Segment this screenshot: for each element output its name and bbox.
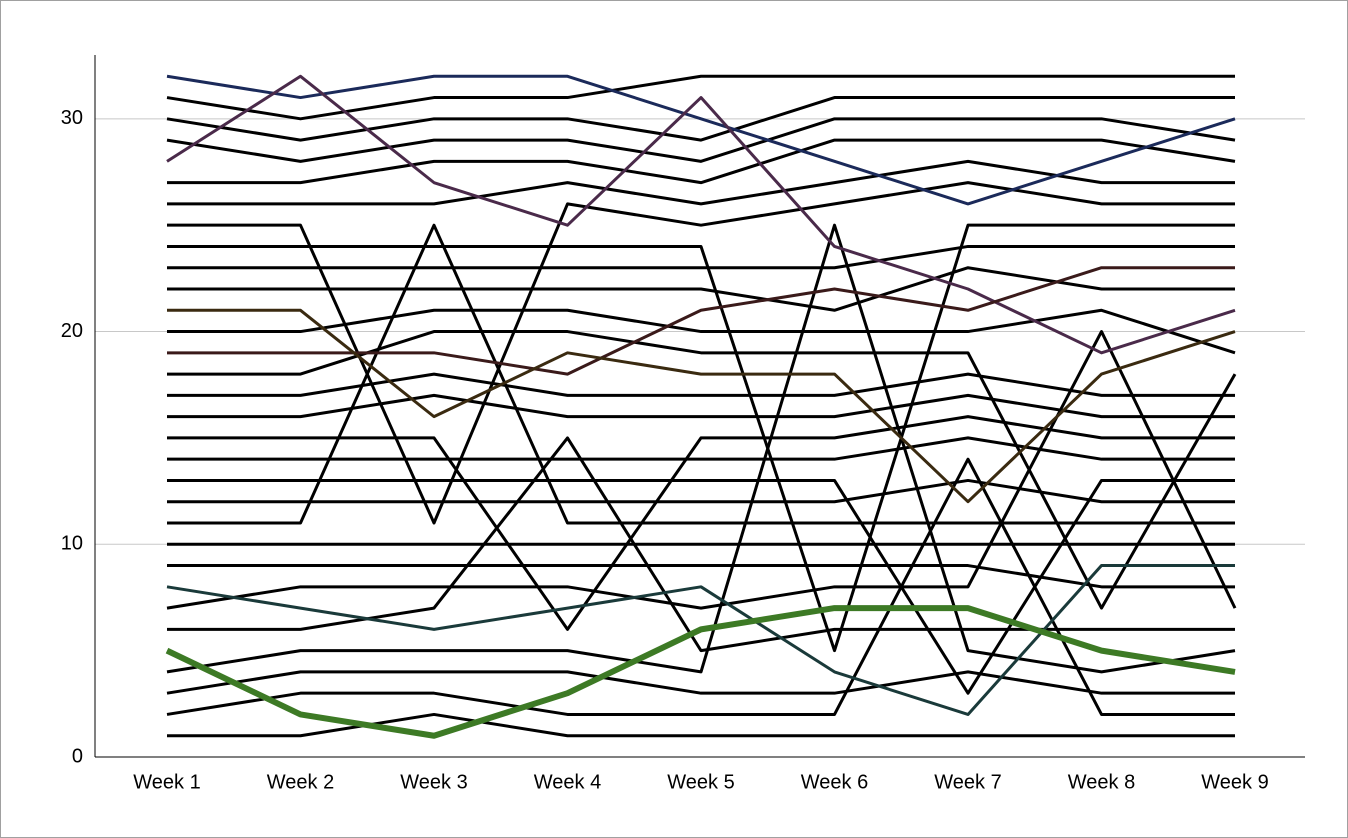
series-line	[166, 117, 1236, 163]
y-tick-label: 0	[72, 745, 83, 767]
x-tick-label: Week 1	[133, 771, 200, 793]
series-line	[167, 478, 1235, 695]
series-line	[166, 564, 1235, 716]
x-tick-label: Week 8	[1068, 771, 1135, 793]
series-line	[167, 138, 1236, 185]
series-line	[167, 393, 1235, 419]
series-line	[167, 266, 1235, 312]
series-line	[167, 372, 1235, 397]
x-tick-label: Week 6	[801, 771, 868, 793]
series-line	[167, 244, 1235, 270]
series-line	[165, 605, 1236, 739]
series-line	[167, 223, 1235, 653]
x-tick-label: Week 3	[400, 771, 467, 793]
series-line	[167, 330, 1237, 610]
series-line	[166, 670, 1235, 695]
series-line	[167, 712, 1235, 738]
y-tick-label: 30	[61, 107, 83, 129]
series-line	[167, 478, 1235, 504]
x-tick-label: Week 7	[934, 771, 1001, 793]
x-tick-label: Week 4	[534, 771, 601, 793]
series-line	[167, 564, 1235, 589]
series-line	[167, 181, 1235, 525]
series-line	[166, 74, 1236, 206]
series-line	[167, 436, 1235, 461]
series-line	[166, 223, 1236, 674]
x-tick-label: Week 9	[1201, 771, 1268, 793]
series-line	[167, 415, 1235, 631]
series-line	[166, 96, 1235, 142]
series-line	[167, 266, 1235, 376]
y-tick-label: 10	[61, 533, 83, 555]
y-tick-label: 20	[61, 320, 83, 342]
series-line	[167, 436, 1235, 653]
x-tick-label: Week 2	[267, 771, 334, 793]
x-tick-label: Week 5	[667, 771, 734, 793]
series-line	[167, 308, 1236, 504]
series-line	[166, 74, 1236, 355]
